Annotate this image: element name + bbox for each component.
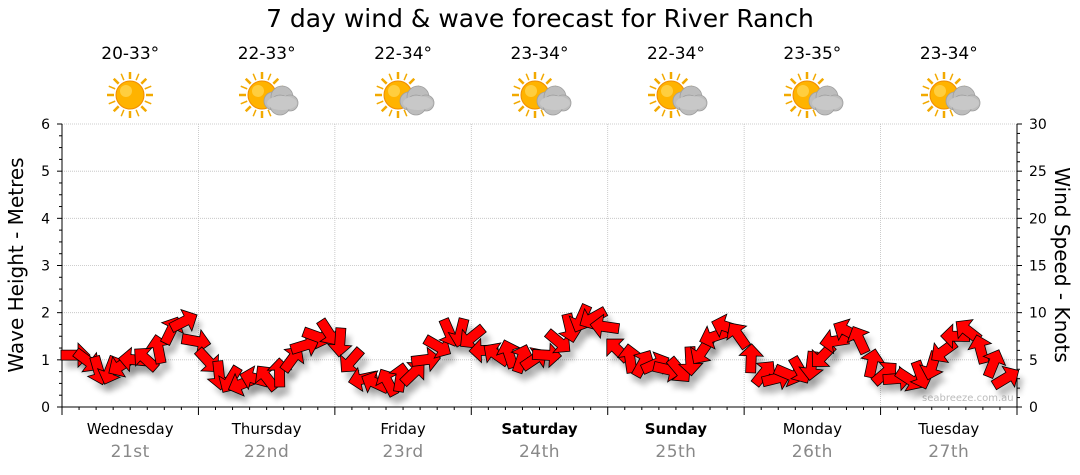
right-tick-label: 5: [1029, 353, 1038, 369]
day-temperature: 22-33°: [237, 44, 296, 64]
wind-arrow-shadow: [996, 374, 1024, 398]
day-date-label: 26th: [791, 442, 833, 462]
left-tick-label: 2: [41, 306, 50, 322]
wind-arrow: [982, 349, 1007, 379]
right-tick-label: 10: [1029, 306, 1047, 322]
left-tick-label: 1: [41, 353, 50, 369]
day-date-label: 25th: [655, 442, 697, 462]
day-temperature: 22-34°: [374, 44, 433, 64]
wind-series: [60, 302, 1024, 406]
partly-cloudy-icon: [780, 70, 844, 120]
day-name-label: Monday: [782, 420, 842, 438]
day-name-label: Saturday: [501, 420, 578, 438]
day-temperature: 23-34°: [510, 44, 569, 64]
day-name-label: Sunday: [644, 420, 708, 438]
partly-cloudy-icon: [508, 70, 572, 120]
wind-arrow: [846, 325, 871, 356]
wind-arrow: [460, 323, 487, 349]
day-temperature: 23-34°: [919, 44, 978, 64]
right-tick-label: 0: [1029, 400, 1038, 416]
wind-arrow: [894, 366, 923, 392]
day-date-label: 27th: [928, 442, 970, 462]
wind-arrow: [677, 346, 704, 377]
partly-cloudy-icon: [371, 70, 435, 120]
left-tick-label: 0: [41, 400, 50, 416]
wind-arrow-shadow: [173, 317, 203, 341]
day-date-label: 22nd: [244, 442, 290, 462]
left-tick-label: 5: [41, 164, 50, 180]
chart-title: 7 day wind & wave forecast for River Ran…: [266, 4, 814, 33]
wind-arrow: [990, 365, 1020, 391]
wind-arrow: [410, 346, 442, 373]
right-tick-label: 20: [1029, 211, 1047, 227]
wind-arrow: [326, 327, 353, 358]
partly-cloudy-icon: [644, 70, 708, 120]
wind-arrow: [422, 334, 452, 359]
wind-arrow: [193, 346, 219, 372]
wind-arrow: [339, 346, 365, 373]
right-tick-label: 25: [1029, 164, 1047, 180]
day-date-label: 23rd: [382, 442, 424, 462]
partly-cloudy-icon: [235, 70, 299, 120]
left-tick-label: 4: [41, 211, 50, 227]
day-name-label: Tuesday: [918, 420, 980, 438]
watermark: seabreeze.com.au: [922, 393, 1014, 404]
wind-arrow-shadow: [345, 354, 370, 380]
right-tick-label: 15: [1029, 259, 1047, 275]
wind-arrow: [738, 343, 765, 374]
wind-arrow: [589, 313, 621, 340]
right-tick-label: 30: [1029, 117, 1047, 133]
day-date-label: 21st: [110, 442, 150, 462]
partly-cloudy-icon: [917, 70, 981, 120]
left-tick-label: 6: [41, 117, 50, 133]
day-name-label: Wednesday: [86, 420, 174, 438]
wind-arrow: [543, 328, 571, 354]
wind-arrow: [279, 346, 305, 374]
wind-arrow: [531, 342, 563, 369]
left-tick-label: 3: [41, 259, 50, 275]
day-name-label: Friday: [380, 420, 426, 438]
day-temperature: 22-34°: [646, 44, 705, 64]
wind-arrow: [399, 362, 425, 388]
day-name-label: Thursday: [231, 420, 302, 438]
wind-arrow: [168, 308, 198, 333]
wind-arrow: [726, 322, 752, 351]
wind-arrow: [750, 361, 776, 388]
sun-icon: [98, 70, 162, 120]
wind-arrow: [510, 344, 535, 375]
day-temperature: 20-33°: [101, 44, 160, 64]
day-date-label: 24th: [518, 442, 561, 462]
day-temperature: 23-35°: [783, 44, 842, 64]
